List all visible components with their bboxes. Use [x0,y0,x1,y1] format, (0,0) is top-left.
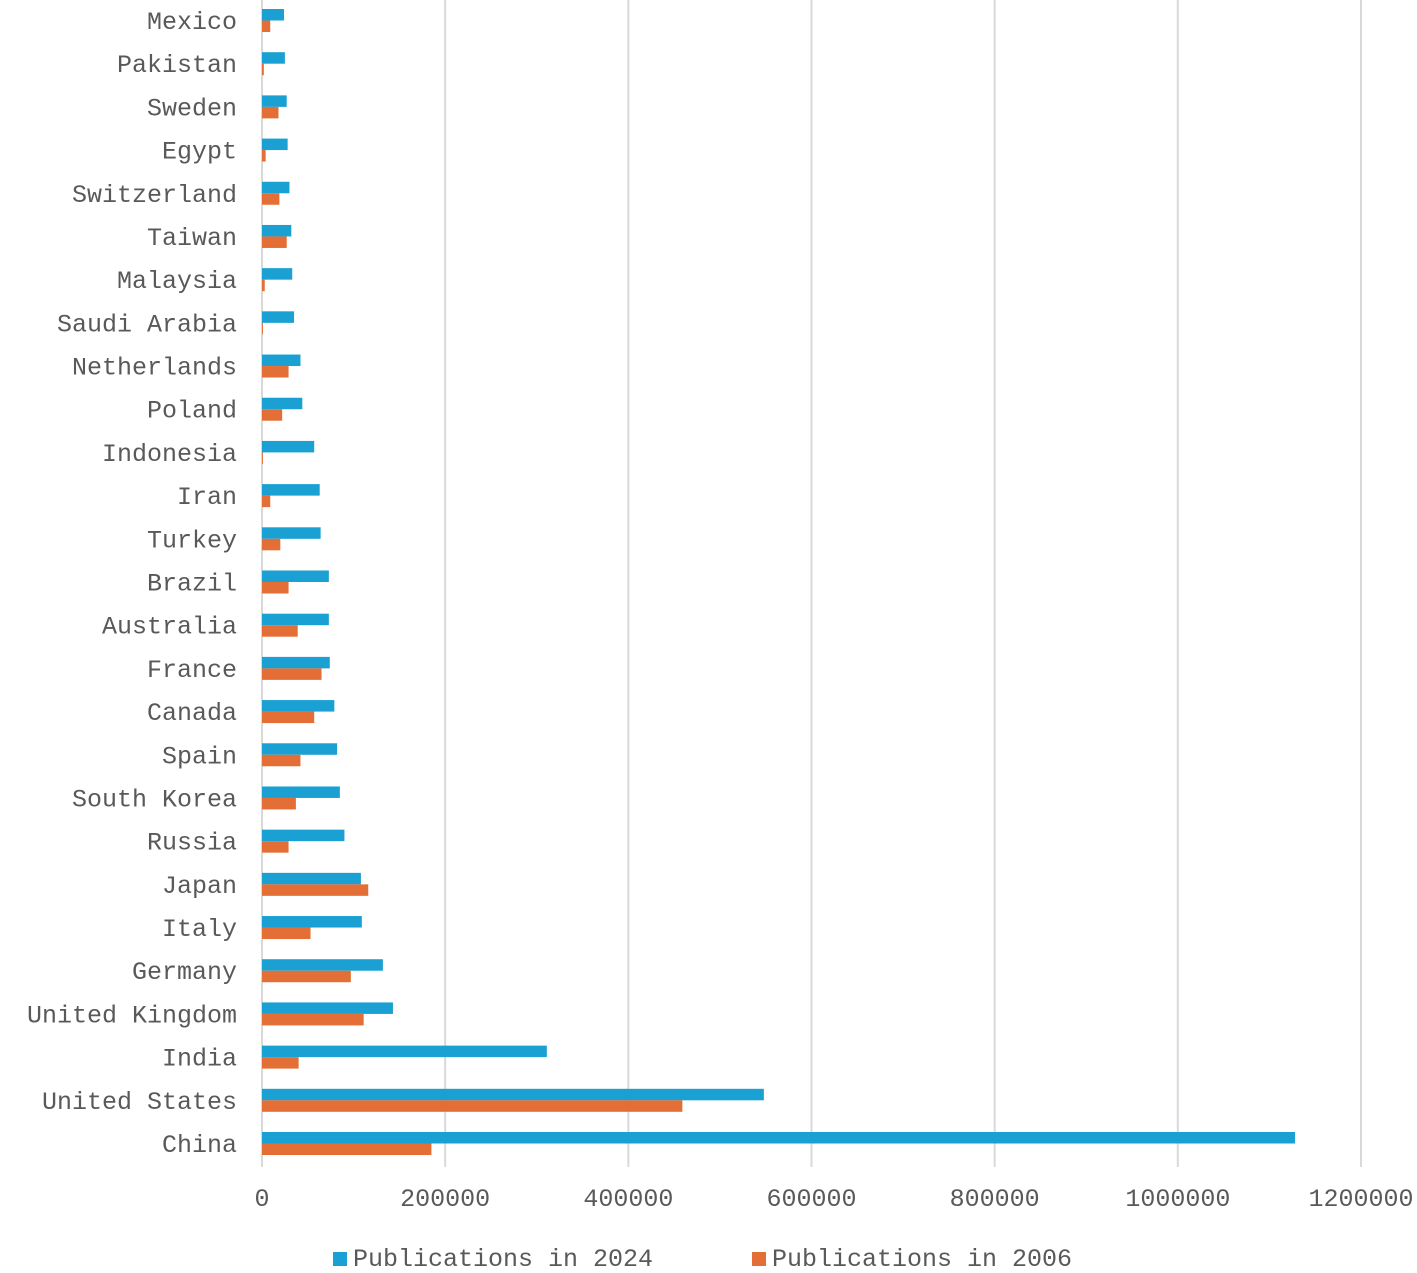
bar-2024-saudi-arabia [262,311,295,323]
bars [262,9,1296,1155]
category-label: South Korea [72,785,237,814]
bar-2024-egypt [262,138,288,151]
bar-2024-taiwan [262,224,292,237]
x-tick-labels: 0 200000 400000 600000 800000 1000000 1200000 [254,1185,1413,1214]
bar-2024-germany [262,959,383,971]
bar-2006-indonesia [262,452,263,464]
category-label: Saudi Arabia [57,310,237,339]
category-label: Switzerland [72,181,237,210]
bar-2024-netherlands [262,354,301,367]
category-labels: Mexico Pakistan Sweden Egypt Switzerland Taiw… [27,8,237,1160]
bar-2006-germany [262,970,351,983]
bar-2024-mexico [262,9,284,21]
bar-2006-south-korea [262,797,296,810]
bar-2006-pakistan [262,63,264,76]
category-label: United States [42,1088,237,1117]
bar-2024-china [262,1132,1296,1144]
legend: Publications in 2024 Publications in 2006 [333,1245,1072,1273]
category-label: Malaysia [117,267,237,296]
bar-2006-egypt [262,150,266,162]
x-tick-label: 800000 [950,1185,1040,1214]
x-tick-label: 1000000 [1125,1185,1230,1214]
bar-2006-turkey [262,538,281,551]
bar-2024-united-kingdom [262,1002,393,1014]
category-label: Netherlands [72,354,237,383]
bar-2006-united-states [262,1100,683,1112]
bar-2006-australia [262,625,298,637]
bar-2006-china [262,1143,432,1155]
bar-2006-canada [262,711,315,724]
bar-2006-malaysia [262,279,265,292]
bar-2024-canada [262,700,335,712]
legend-label-2024: Publications in 2024 [353,1245,653,1268]
bar-2006-italy [262,927,311,940]
bar-2024-russia [262,829,345,842]
bar-2024-united-states [262,1088,764,1101]
bar-2024-brazil [262,570,329,582]
category-label: China [162,1131,237,1160]
category-label: Spain [162,742,237,771]
category-label: Russia [147,829,237,858]
bar-2006-spain [262,754,301,767]
bar-2024-iran [262,484,320,496]
category-label: Canada [147,699,237,728]
category-label: Poland [147,397,237,426]
category-label: India [162,1045,237,1074]
bar-2024-france [262,656,330,669]
bar-2024-pakistan [262,52,285,64]
legend-swatch-2024 [333,1252,347,1266]
bar-2006-mexico [262,20,271,32]
bar-2024-turkey [262,527,321,539]
bar-2006-france [262,668,322,680]
bar-2006-switzerland [262,193,280,205]
bar-2006-poland [262,409,283,421]
bar-2024-italy [262,916,362,928]
gridlines [444,0,1362,1167]
bar-2024-indonesia [262,440,315,453]
category-label: United Kingdom [27,1001,237,1030]
category-label: Brazil [147,570,237,599]
category-label: Egypt [162,138,237,167]
category-label: Sweden [147,94,237,123]
bar-2006-netherlands [262,366,289,378]
bar-2024-australia [262,613,329,626]
legend-label-2006: Publications in 2006 [772,1245,1072,1268]
category-label: France [147,656,237,685]
bar-2024-spain [262,743,338,755]
category-label: Australia [102,613,237,642]
bar-2024-poland [262,397,303,410]
category-label: Germany [132,958,237,987]
bar-2024-sweden [262,95,287,107]
bar-2006-brazil [262,582,289,594]
category-label: Pakistan [117,51,237,80]
x-tick-label: 600000 [766,1185,856,1214]
bar-2006-united-kingdom [262,1013,364,1026]
bar-2006-japan [262,884,369,896]
x-tick-label: 400000 [583,1185,673,1214]
legend-swatch-2006 [752,1252,766,1266]
category-label: Taiwan [147,224,237,253]
category-label: Mexico [147,8,237,37]
bar-2006-saudi-arabia [262,322,263,335]
category-label: Indonesia [102,440,237,469]
category-label: Japan [162,872,237,901]
x-tick-label: 1200000 [1308,1185,1413,1214]
bar-2024-japan [262,872,361,885]
category-label: Turkey [147,526,237,555]
bar-2024-malaysia [262,268,293,280]
bar-2006-russia [262,841,289,853]
bar-2006-sweden [262,106,279,119]
bar-2024-south-korea [262,786,340,798]
category-label: Italy [162,915,237,944]
x-tick-label: 0 [254,1185,269,1214]
bar-2024-india [262,1045,547,1058]
bar-2006-taiwan [262,236,287,248]
x-tick-label: 200000 [400,1185,490,1214]
bar-2006-india [262,1057,299,1069]
bar-2006-iran [262,495,271,508]
category-label: Iran [177,483,237,512]
bar-2024-switzerland [262,181,290,194]
